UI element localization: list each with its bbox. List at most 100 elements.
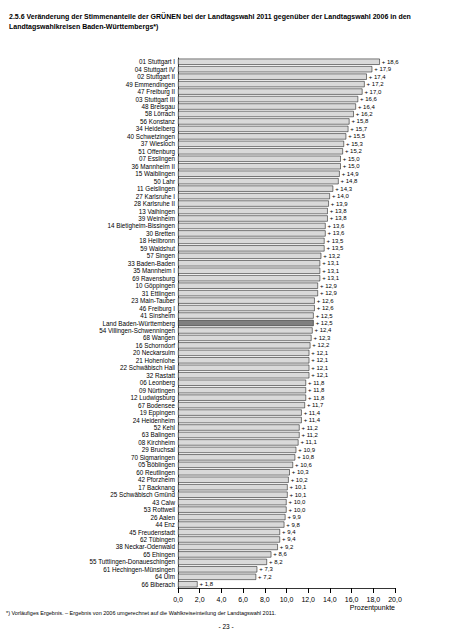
svg-text:0,0: 0,0	[173, 596, 183, 603]
svg-text:35 Mannheim I: 35 Mannheim I	[133, 267, 175, 274]
svg-text:+ 15,8: + 15,8	[351, 118, 369, 124]
svg-text:+ 15,0: + 15,0	[343, 163, 361, 169]
svg-text:10,0: 10,0	[280, 596, 294, 603]
svg-text:36 Mannheim II: 36 Mannheim II	[132, 163, 176, 170]
svg-text:4,0: 4,0	[217, 596, 227, 603]
svg-text:66 Biberach: 66 Biberach	[141, 581, 175, 588]
svg-text:16 Schorndorf: 16 Schorndorf	[135, 342, 175, 349]
svg-text:+ 7,3: + 7,3	[259, 566, 273, 572]
svg-text:+ 11,4: + 11,4	[304, 410, 321, 416]
svg-text:+ 12,2: + 12,2	[312, 342, 330, 348]
svg-text:+ 10,2: + 10,2	[291, 477, 309, 483]
svg-text:+ 13,6: + 13,6	[328, 230, 346, 236]
svg-text:+ 9,2: + 9,2	[280, 544, 294, 550]
svg-text:38 Neckar-Odenwald: 38 Neckar-Odenwald	[116, 543, 176, 550]
svg-text:+ 12,5: + 12,5	[316, 320, 334, 326]
svg-text:+ 10,6: + 10,6	[295, 462, 313, 468]
svg-text:+ 11,8: + 11,8	[308, 380, 325, 386]
svg-text:33 Baden-Baden: 33 Baden-Baden	[128, 260, 176, 267]
svg-text:16,0: 16,0	[345, 596, 359, 603]
svg-text:+ 11,7: + 11,7	[307, 402, 324, 408]
svg-text:+ 12,5: + 12,5	[316, 313, 334, 319]
svg-text:+ 13,5: + 13,5	[326, 245, 344, 251]
svg-text:+ 13,1: + 13,1	[322, 268, 340, 274]
svg-text:50 Lahr: 50 Lahr	[154, 178, 175, 185]
svg-text:+ 17,4: + 17,4	[369, 74, 387, 80]
svg-text:*) Vorläufiges Ergebnis. – Erg: *) Vorläufiges Ergebnis. – Ergebnis von …	[6, 610, 276, 616]
svg-text:2,0: 2,0	[195, 596, 205, 603]
svg-text:24 Heidenheim: 24 Heidenheim	[133, 417, 175, 424]
svg-text:+ 9,8: + 9,8	[286, 522, 300, 528]
svg-text:59 Waldshut: 59 Waldshut	[140, 245, 175, 252]
svg-text:+ 14,9: + 14,9	[342, 171, 360, 177]
svg-text:+ 16,6: + 16,6	[360, 96, 378, 102]
svg-text:39 Weinheim: 39 Weinheim	[138, 215, 175, 222]
svg-text:+ 11,2: + 11,2	[302, 425, 319, 431]
svg-text:+ 9,9: + 9,9	[287, 514, 301, 520]
svg-text:+ 1,8: + 1,8	[200, 581, 214, 587]
svg-text:+ 12,1: + 12,1	[311, 365, 329, 371]
svg-text:+ 13,2: + 13,2	[323, 253, 341, 259]
svg-text:43 Calw: 43 Calw	[152, 499, 175, 506]
svg-text:+ 11,8: + 11,8	[308, 395, 325, 401]
svg-text:+ 17,2: + 17,2	[367, 81, 385, 87]
svg-text:+ 12,1: + 12,1	[311, 357, 329, 363]
svg-text:8,0: 8,0	[260, 596, 270, 603]
svg-text:+ 11,2: + 11,2	[302, 432, 319, 438]
svg-text:+ 10,0: + 10,0	[289, 499, 307, 505]
svg-text:+ 17,9: + 17,9	[374, 66, 392, 72]
svg-text:+ 11,1: + 11,1	[300, 439, 317, 445]
svg-text:08 Kirchheim: 08 Kirchheim	[138, 439, 175, 446]
svg-text:+ 9,4: + 9,4	[282, 529, 296, 535]
svg-text:27 Karlsruhe I: 27 Karlsruhe I	[136, 193, 175, 200]
svg-text:+ 10,0: + 10,0	[289, 507, 307, 513]
svg-text:+ 12,1: + 12,1	[311, 350, 329, 356]
svg-text:+ 12,6: + 12,6	[317, 298, 335, 304]
svg-text:37 Wiesloch: 37 Wiesloch	[141, 140, 176, 147]
svg-text:14,0: 14,0	[323, 596, 337, 603]
svg-text:+ 13,6: + 13,6	[328, 223, 346, 229]
svg-text:58 Lörrach: 58 Lörrach	[145, 110, 176, 117]
svg-text:29 Bruchsal: 29 Bruchsal	[142, 446, 175, 453]
svg-text:67 Bodensee: 67 Bodensee	[138, 402, 176, 409]
svg-text:+ 13,8: + 13,8	[330, 215, 348, 221]
svg-text:56 Konstanz: 56 Konstanz	[140, 118, 175, 125]
svg-text:+ 12,9: + 12,9	[320, 283, 338, 289]
svg-text:+ 14,8: + 14,8	[341, 178, 359, 184]
svg-text:26 Aalen: 26 Aalen	[150, 514, 175, 521]
svg-text:Landtagswahlkreisen Baden-Würt: Landtagswahlkreisen Baden-Württembergs*)	[9, 23, 158, 31]
svg-text:25 Schwäbisch Gmünd: 25 Schwäbisch Gmünd	[110, 491, 175, 498]
svg-text:Prozentpunkte: Prozentpunkte	[350, 604, 395, 612]
svg-text:2.5.6 Veränderung der Stimmena: 2.5.6 Veränderung der Stimmenanteile der…	[9, 12, 413, 21]
svg-text:+ 12,9: + 12,9	[320, 290, 338, 296]
svg-text:+ 11,4: + 11,4	[304, 417, 321, 423]
svg-text:+ 11,8: + 11,8	[308, 387, 325, 393]
svg-text:+ 7,2: + 7,2	[258, 574, 272, 580]
svg-text:+ 10,1: + 10,1	[290, 492, 308, 498]
svg-text:30 Bretten: 30 Bretten	[146, 230, 176, 237]
svg-text:18 Heilbronn: 18 Heilbronn	[139, 237, 175, 244]
svg-text:22 Schwäbisch Hall: 22 Schwäbisch Hall	[120, 364, 175, 371]
svg-text:+ 17,0: + 17,0	[364, 89, 382, 95]
svg-text:+ 14,3: + 14,3	[335, 186, 353, 192]
svg-text:+ 16,2: + 16,2	[356, 111, 374, 117]
svg-text:+ 16,4: + 16,4	[358, 104, 376, 110]
svg-text:20,0: 20,0	[388, 596, 402, 603]
svg-text:+ 10,9: + 10,9	[298, 447, 316, 453]
svg-text:53 Rottweil: 53 Rottweil	[144, 506, 175, 513]
svg-text:+ 12,4: + 12,4	[315, 327, 333, 333]
svg-text:64 Ulm: 64 Ulm	[155, 573, 175, 580]
svg-text:+ 15,5: + 15,5	[348, 133, 366, 139]
svg-text:23 Main-Tauber: 23 Main-Tauber	[131, 297, 175, 304]
svg-text:21 Hohenlohe: 21 Hohenlohe	[136, 357, 176, 364]
svg-text:+ 15,3: + 15,3	[346, 141, 364, 147]
svg-text:+ 13,8: + 13,8	[330, 208, 348, 214]
svg-text:+ 9,4: + 9,4	[282, 536, 296, 542]
svg-text:+ 8,6: + 8,6	[273, 551, 287, 557]
svg-text:28 Karlsruhe II: 28 Karlsruhe II	[134, 200, 175, 207]
svg-text:+ 14,0: + 14,0	[332, 193, 350, 199]
svg-text:20 Neckarsulm: 20 Neckarsulm	[133, 349, 175, 356]
svg-text:+ 10,3: + 10,3	[292, 469, 310, 475]
svg-text:42 Pforzheim: 42 Pforzheim	[138, 476, 175, 483]
svg-text:+ 12,6: + 12,6	[317, 305, 335, 311]
